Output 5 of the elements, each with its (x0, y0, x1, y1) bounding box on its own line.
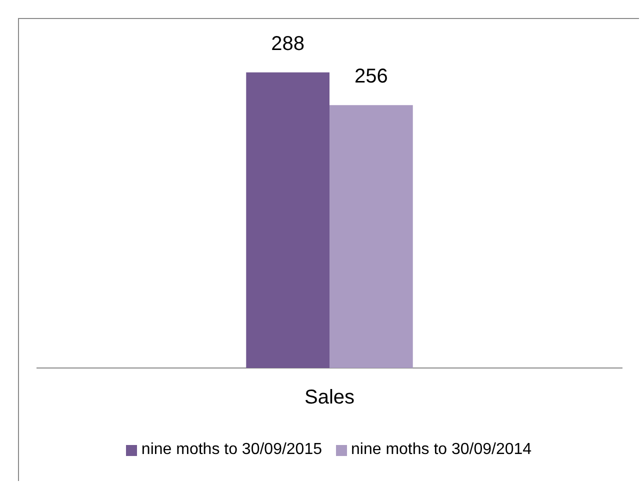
x-tick-label: Sales (304, 386, 355, 409)
data-label: 256 (354, 66, 388, 88)
legend-label: nine moths to 30/09/2015 (141, 441, 322, 459)
legend-label: nine moths to 30/09/2014 (351, 441, 532, 459)
data-label: 288 (271, 32, 305, 55)
